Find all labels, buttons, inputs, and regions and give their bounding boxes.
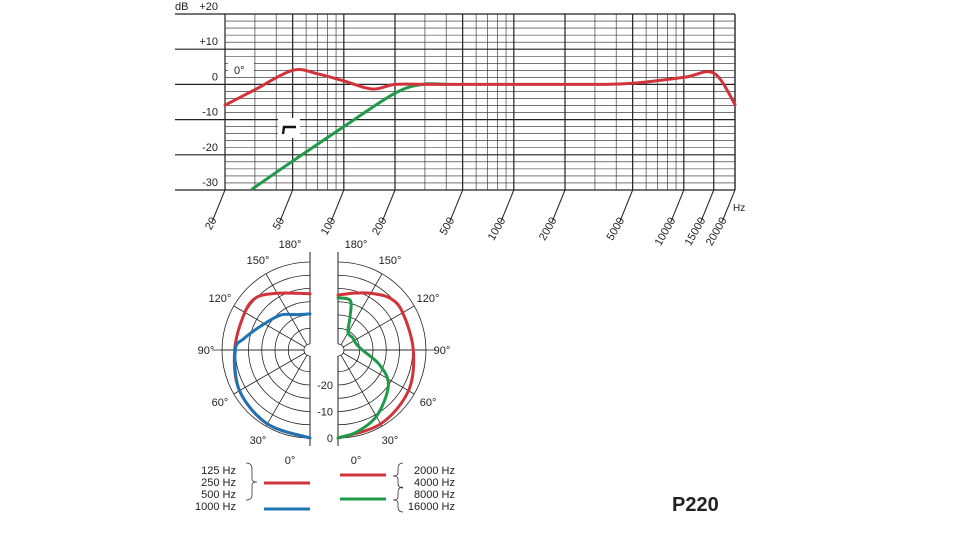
y-axis-label: dB [175,1,188,13]
legend-label: 125 Hz [201,465,236,477]
polar-spoke [265,273,308,346]
series-line-red [223,68,737,107]
polar-angle-label: 0° [351,455,362,467]
polar-angle-label: 60° [212,397,229,409]
frequency-response-chart: +20 +10 0 -10 -20 -30 dB 20 50 100 200 500 1000 2000 5… [175,1,745,248]
x-tick [279,189,294,223]
low-cut-filter-icon [281,125,296,135]
polar-spoke [265,354,308,427]
legend-label: 2000 Hz [414,465,455,477]
polar-angle-label: 120° [417,293,440,305]
polar-curve-red [336,291,416,440]
legend-brace [245,462,258,501]
legend-label: 500 Hz [201,489,236,501]
polar-angle-label: 150° [247,255,270,267]
x-tick [381,189,396,223]
polar-angle-label: 180° [279,239,302,251]
legend-label: 1000 Hz [195,501,236,513]
model-name: P220 [672,494,719,516]
x-tick-label: 10000 [653,216,679,248]
x-tick [551,189,566,223]
polar-angle-label: 30° [250,435,267,447]
x-tick-label: 100 [319,216,339,238]
polar-curve-green [336,296,390,440]
y-tick-label: +20 [199,1,218,13]
polar-db-label: -20 [317,380,333,392]
x-tick [700,189,715,223]
legend-brace [392,486,404,513]
polar-angle-label: 90° [198,345,215,357]
x-tick-label: 50 [271,216,288,233]
x-tick [500,189,515,223]
x-tick [211,189,226,223]
x-tick [670,189,685,223]
x-tick-label: 200 [370,216,390,238]
polar-angle-label: 90° [434,345,451,357]
x-tick [721,189,736,223]
polar-db-label: -10 [317,407,333,419]
polar-db-label: 0 [327,433,333,445]
x-tick-label: 500 [438,216,458,238]
polar-angle-label: 180° [345,239,368,251]
angle-label: 0° [234,65,245,77]
polar-spoke [340,354,383,427]
angle-label-box [228,62,254,77]
polar-curve-blue [233,312,312,440]
polar-angle-label: 120° [209,293,232,305]
x-axis-label: Hz [733,203,745,214]
legend-brace [392,462,404,489]
polar-angle-label: 60° [420,397,437,409]
x-tick-label: 2000 [537,216,560,243]
x-tick [449,189,464,223]
legend-label: 4000 Hz [414,477,455,489]
x-tick-label: 1000 [486,216,509,243]
polar-angle-label: 150° [379,255,402,267]
polar-spoke [342,352,415,395]
y-tick-label: -20 [202,142,218,154]
x-tick-label: 5000 [605,216,628,243]
y-tick-label: -30 [202,177,218,189]
polar-center-hole [303,343,311,357]
x-tick-label: 20 [203,216,220,233]
polar-angle-label: 30° [382,435,399,447]
polar-center-hole [337,343,345,357]
x-tick [619,189,634,223]
polar-pattern-chart: 0° 30° 60° 90° 120° 150° 180° 0° 30° 60° 90° 120° 15… [195,239,455,513]
x-tick [330,189,345,223]
legend-label: 250 Hz [201,477,236,489]
x-tick-label: 20000 [704,216,730,248]
legend-label: 16000 Hz [408,501,455,513]
y-tick-label: -10 [202,107,218,119]
y-tick-label: +10 [199,36,218,48]
polar-spoke [233,352,306,395]
legend-label: 8000 Hz [414,489,455,501]
polar-angle-label: 0° [285,455,296,467]
y-tick-label: 0 [212,71,218,83]
